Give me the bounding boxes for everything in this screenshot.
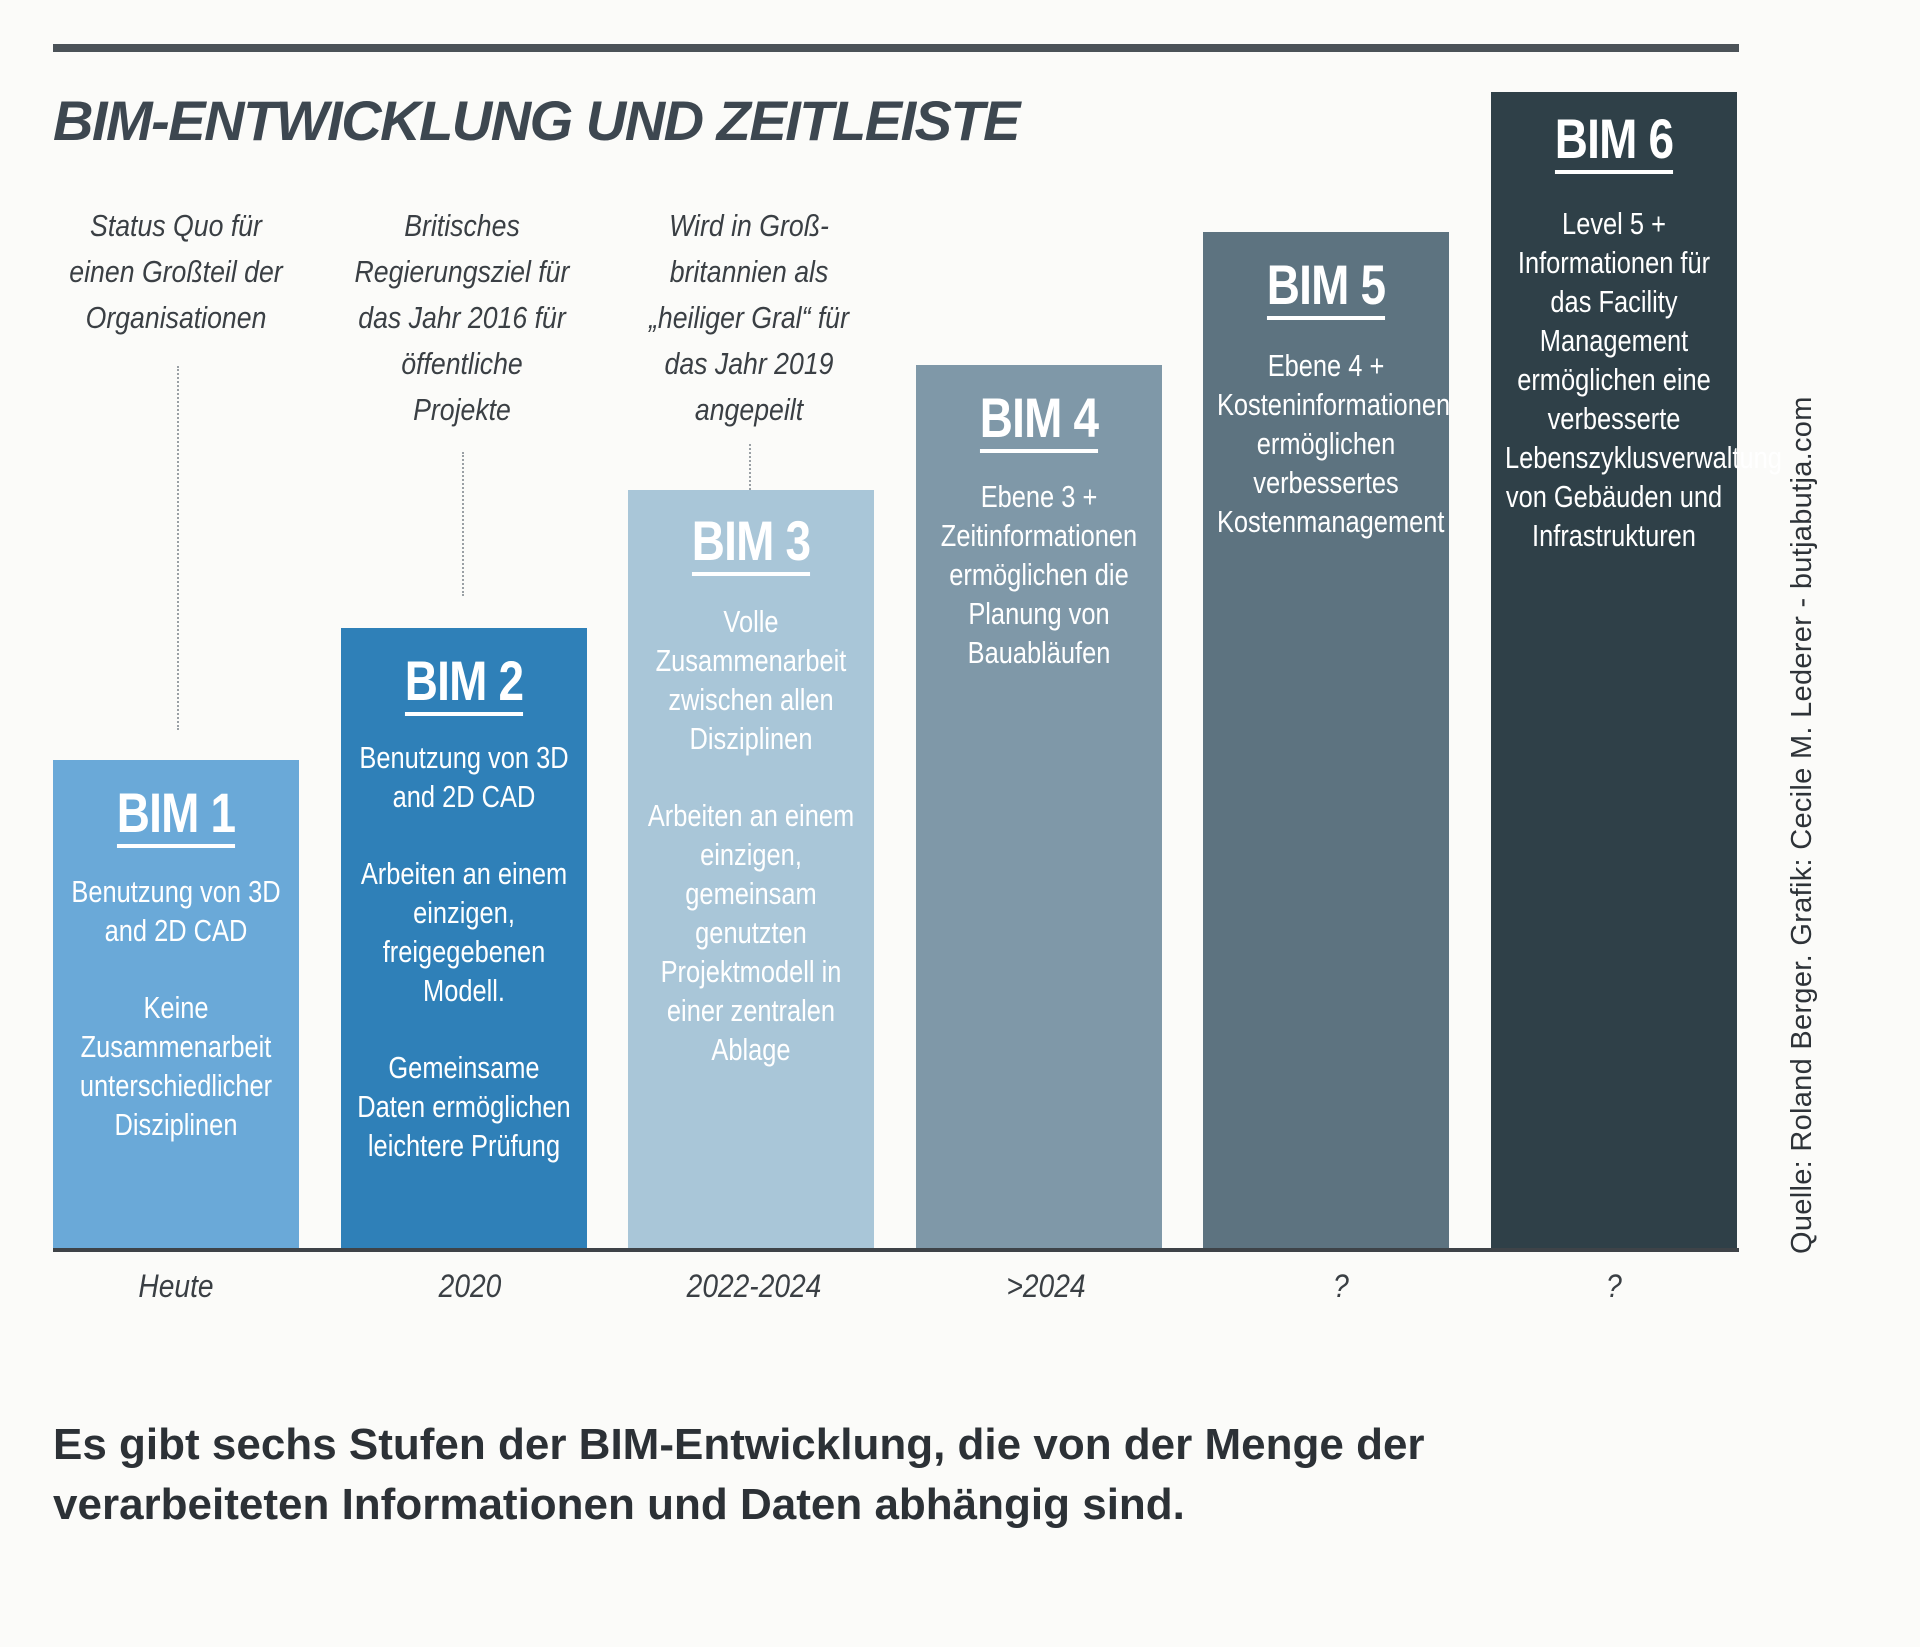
caption: Es gibt sechs Stufen der BIM-Entwicklung… [53,1420,1425,1529]
timeline-baseline [53,1248,1739,1252]
stage-description: Level 5 + Informationen für das Facility… [1504,206,1782,553]
source-credit: Quelle: Roland Berger. Grafik: Cecile M.… [1786,396,1818,1254]
stage-description: Ebene 4 + Kosteninformationen ermögliche… [1216,348,1451,539]
stage-description: Benutzung von 3D and 2D CAD Arbeiten an … [357,740,571,1163]
annotation-bim2: Britisches Regierungsziel für das Jahr 2… [354,208,570,427]
stage-label: BIM 5 [1225,252,1427,320]
diagram-title: BIM-ENTWICKLUNG UND ZEITLEISTE [53,89,1021,152]
stage-label: BIM 4 [938,385,1140,453]
stage-bar-bim3: BIM 3 Volle Zusammenarbeit zwischen alle… [628,490,874,1248]
period-label-bim1: Heute [138,1268,214,1304]
annotation-line-bim3 [749,444,751,490]
annotation-line-bim1 [177,366,179,730]
stage-bar-bim1: BIM 1 Benutzung von 3D and 2D CAD Keine … [53,760,299,1248]
stage-bar-bim2: BIM 2 Benutzung von 3D and 2D CAD Arbeit… [341,628,587,1248]
stage-bar-bim5: BIM 5 Ebene 4 + Kosteninformationen ermö… [1203,232,1451,1248]
stage-label: BIM 1 [75,780,277,848]
stage-description: Ebene 3 + Zeitinformationen ermöglichen … [940,479,1138,670]
stage-description: Volle Zusammenarbeit zwischen allen Disz… [647,604,855,1067]
period-label-bim6: ? [1606,1268,1622,1304]
stage-bar-bim6: BIM 6 Level 5 + Informationen für das Fa… [1491,92,1782,1248]
stage-bar-bim4: BIM 4 Ebene 3 + Zeitinformationen ermögl… [916,365,1162,1248]
stage-description: Benutzung von 3D and 2D CAD Keine Zusamm… [71,874,281,1142]
period-label-bim5: ? [1333,1268,1349,1304]
top-rule [53,44,1739,52]
period-label-bim3: 2022-2024 [686,1268,822,1304]
annotation-line-bim2 [462,452,464,596]
stage-label: BIM 6 [1513,106,1715,174]
period-label-bim2: 2020 [438,1268,502,1304]
annotation-bim1: Status Quo für einen Großteil der Organi… [69,208,283,335]
annotation-bim3: Wird in Groß-britannien als „heiliger Gr… [648,208,850,427]
stage-label: BIM 2 [363,648,565,716]
period-label-bim4: >2024 [1006,1268,1086,1304]
stage-label: BIM 3 [650,508,852,576]
